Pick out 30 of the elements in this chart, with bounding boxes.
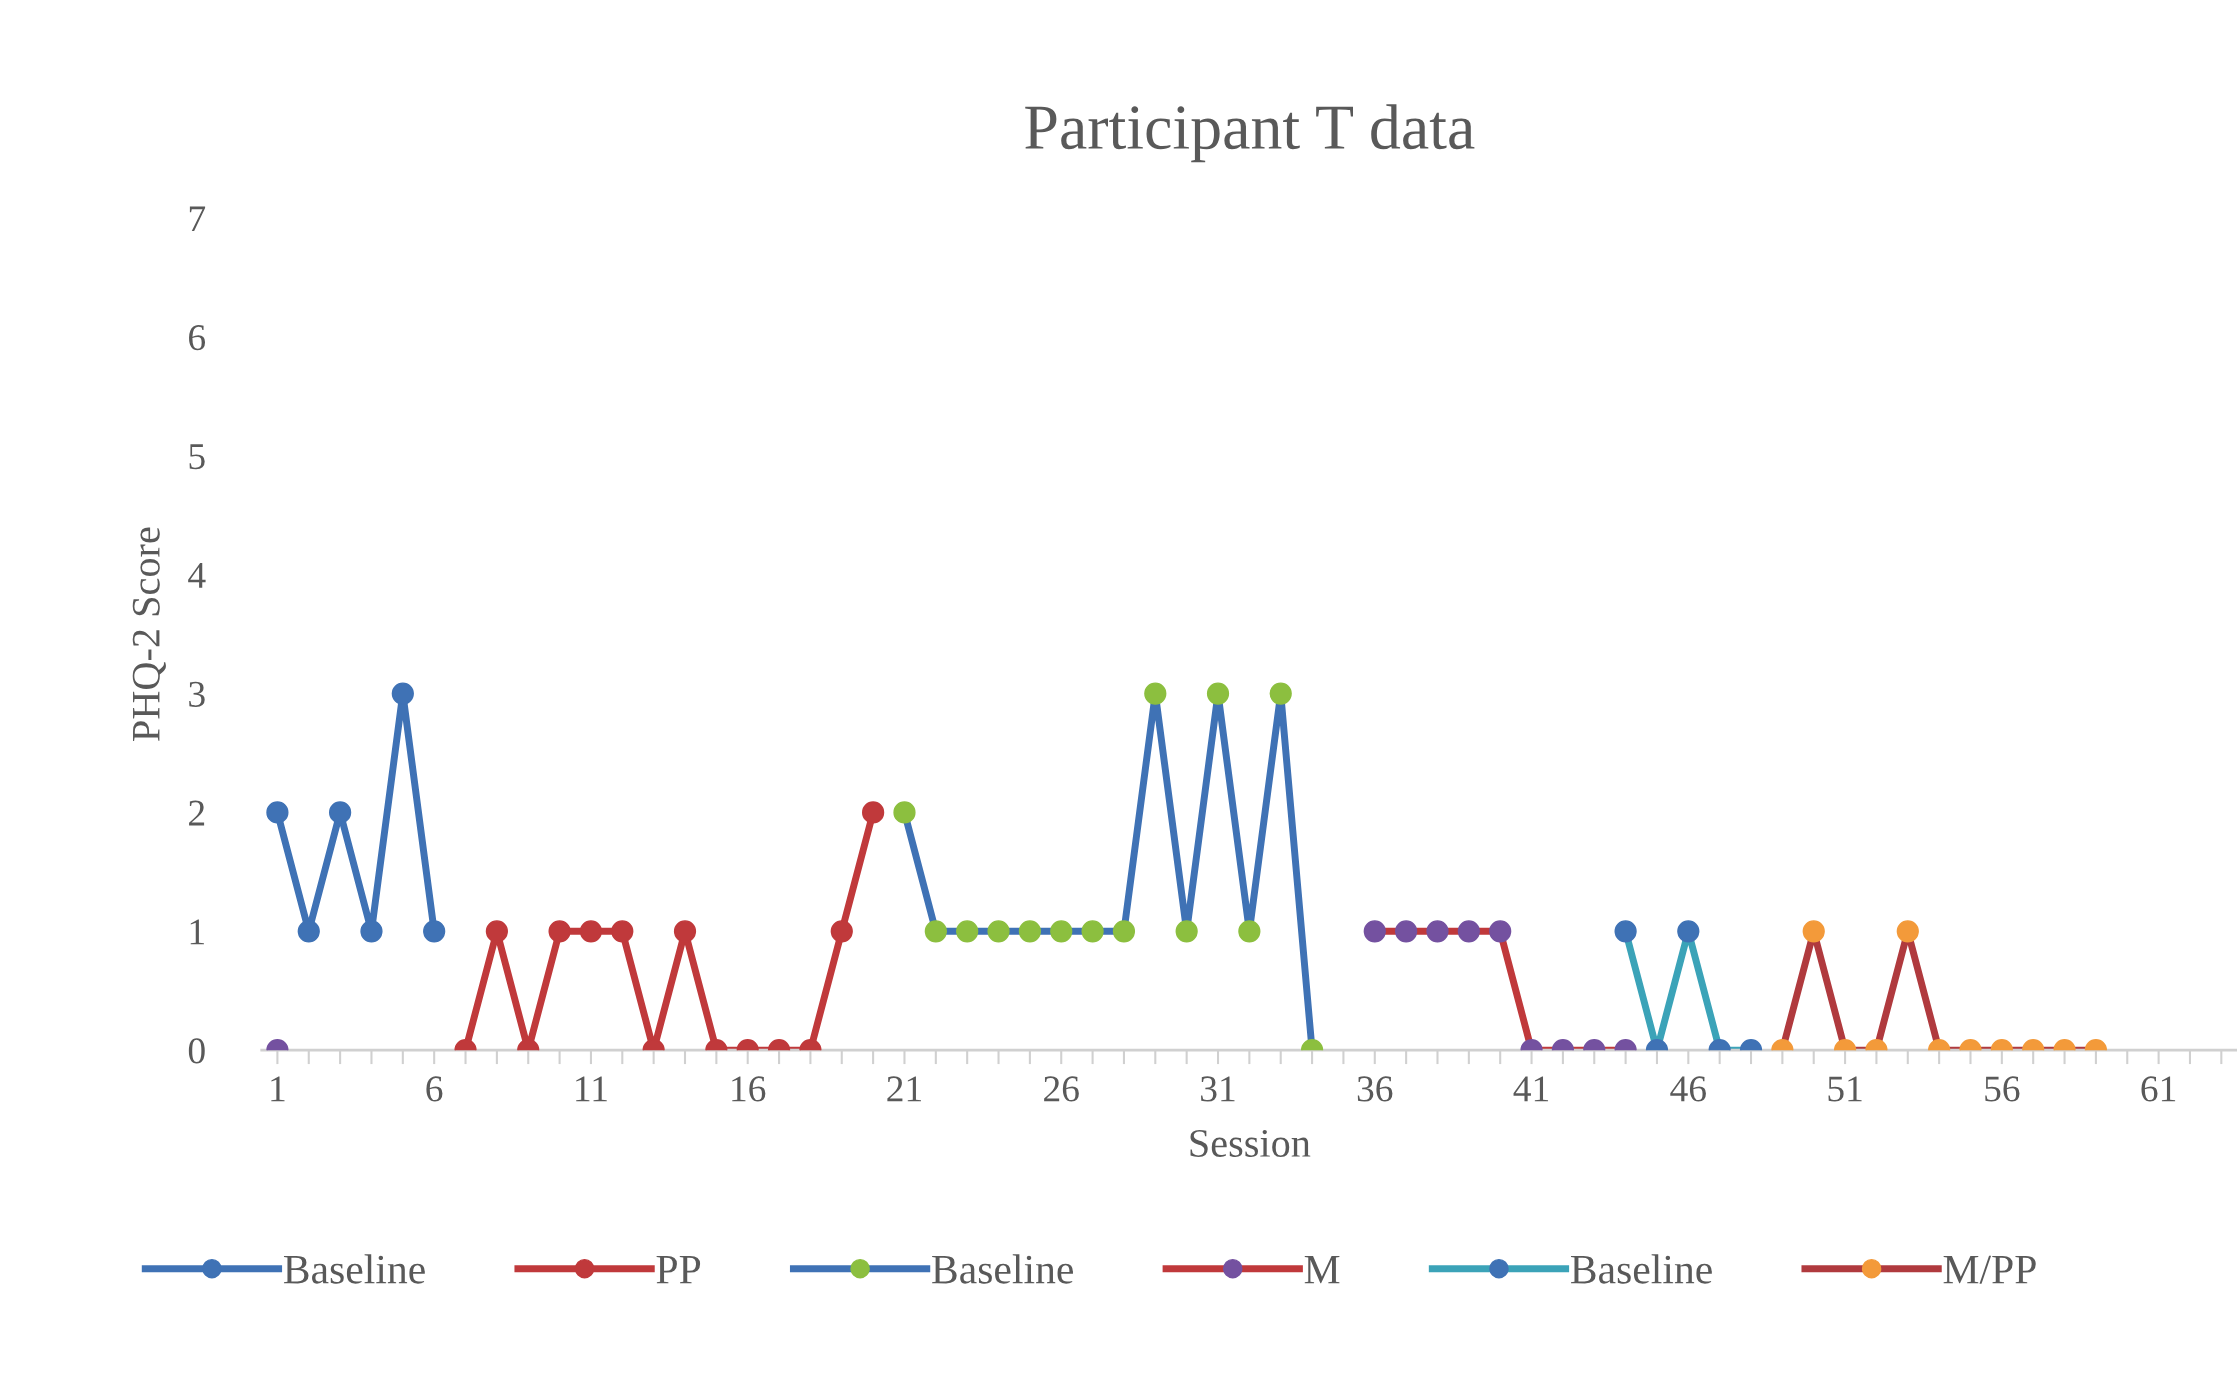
x-tick-label: 61 — [2141, 1076, 2176, 1102]
x-tick-label: 51 — [1828, 1076, 1862, 1102]
legend-label: Baseline — [1570, 1254, 1712, 1284]
legend-label: PP — [656, 1255, 701, 1284]
x-tick-label: 16 — [732, 1076, 766, 1102]
y-axis-title: PHQ-2 Score — [132, 527, 166, 741]
y-tick-label: 2 — [189, 800, 205, 826]
y-tick-label: 6 — [189, 325, 206, 351]
y-tick-label: 0 — [188, 1038, 205, 1064]
legend-label: Baseline — [932, 1254, 1073, 1284]
x-tick-label: 31 — [1201, 1076, 1235, 1102]
x-tick-label: 46 — [1670, 1076, 1706, 1102]
x-tick-label: 6 — [426, 1076, 443, 1102]
x-tick-label: 21 — [887, 1076, 921, 1102]
chart-title: Participant T data — [1025, 104, 1475, 163]
x-tick-label: 56 — [1985, 1076, 2020, 1102]
legend-label: Baseline — [283, 1254, 425, 1284]
x-tick-label: 1 — [271, 1076, 285, 1102]
y-tick-label: 7 — [189, 206, 206, 232]
x-tick-label: 36 — [1357, 1076, 1393, 1102]
x-tick-label: 11 — [576, 1076, 607, 1102]
y-tick-label: 4 — [188, 563, 206, 588]
legend-label: M — [1304, 1255, 1340, 1284]
x-axis-title: Session — [1190, 1129, 1311, 1157]
x-tick-label: 26 — [1044, 1076, 1079, 1102]
y-tick-label: 1 — [190, 919, 204, 945]
y-tick-label: 5 — [189, 444, 205, 470]
legend-label: M/PP — [1943, 1255, 2036, 1284]
x-tick-label: 41 — [1513, 1076, 1549, 1102]
y-tick-label: 3 — [189, 681, 205, 707]
